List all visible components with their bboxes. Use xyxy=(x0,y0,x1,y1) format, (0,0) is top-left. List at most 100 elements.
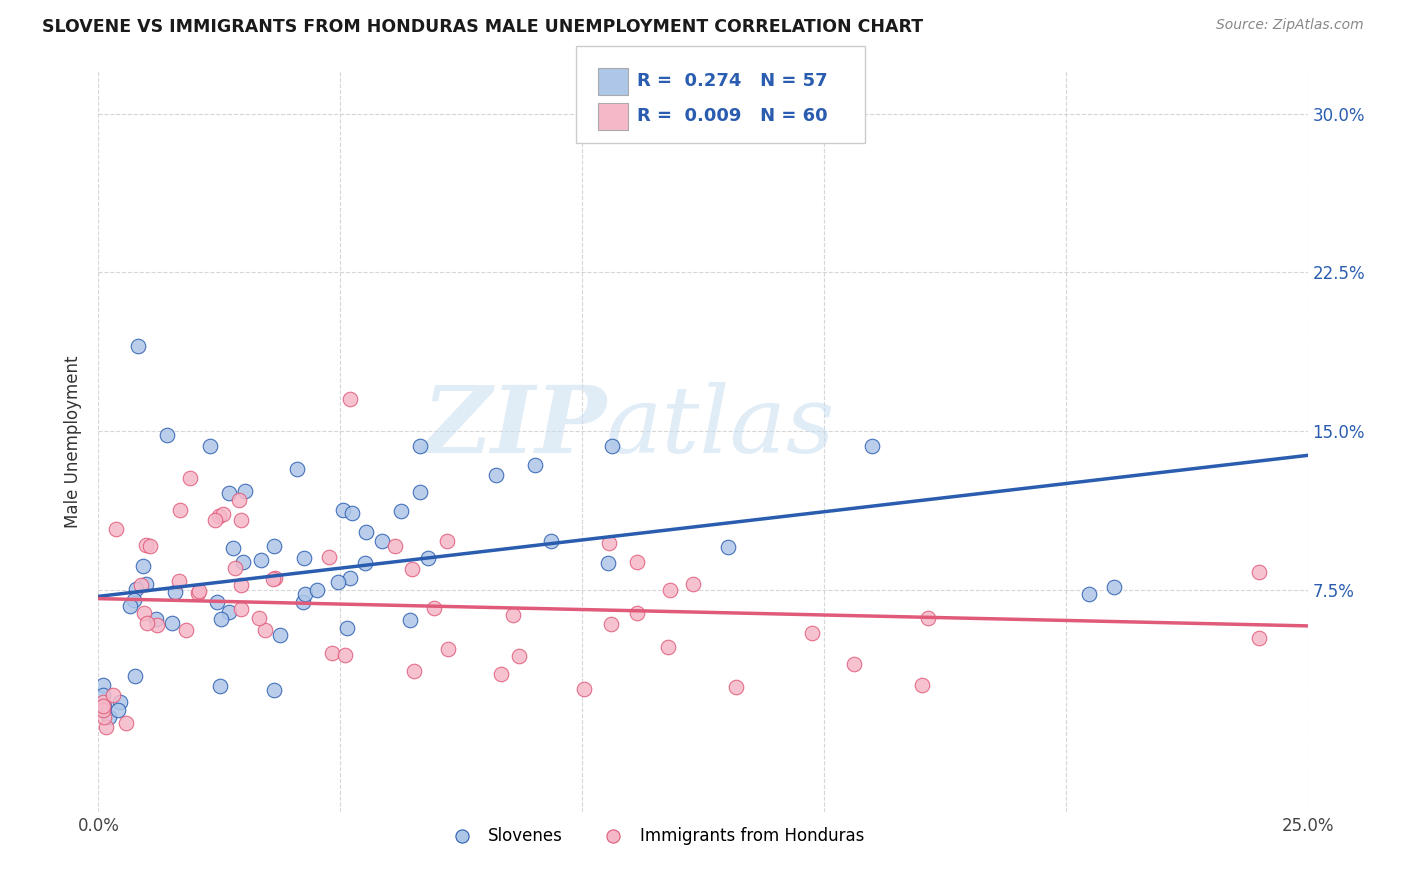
Point xyxy=(540,533,562,548)
Point xyxy=(145,612,167,626)
Point xyxy=(224,561,246,575)
Point xyxy=(93,698,115,713)
Point xyxy=(340,506,363,520)
Point xyxy=(716,540,738,554)
Point xyxy=(801,626,824,640)
Point xyxy=(127,339,149,353)
Point xyxy=(107,703,129,717)
Point xyxy=(264,571,287,585)
Point xyxy=(97,709,120,723)
Point xyxy=(93,709,115,723)
Point xyxy=(156,428,179,442)
Point xyxy=(371,534,394,549)
Point xyxy=(294,587,316,601)
Point xyxy=(354,557,377,571)
Point xyxy=(212,508,235,522)
Point xyxy=(91,698,114,713)
Text: R =  0.009   N = 60: R = 0.009 N = 60 xyxy=(637,107,828,126)
Point xyxy=(523,458,546,472)
Point xyxy=(228,493,250,508)
Text: ZIP: ZIP xyxy=(422,382,606,472)
Point xyxy=(305,583,328,598)
Point xyxy=(287,462,309,476)
Point xyxy=(135,538,157,552)
Point xyxy=(96,720,118,734)
Point xyxy=(682,577,704,591)
Point xyxy=(129,578,152,592)
Point xyxy=(860,439,883,453)
Point xyxy=(263,682,285,697)
Point xyxy=(658,582,681,597)
Point xyxy=(131,559,153,574)
Legend: Slovenes, Immigrants from Honduras: Slovenes, Immigrants from Honduras xyxy=(439,820,870,852)
Point xyxy=(657,640,679,654)
Point xyxy=(354,525,377,540)
Point xyxy=(124,669,146,683)
Point xyxy=(221,541,243,555)
Point xyxy=(1249,565,1271,579)
Point xyxy=(1102,580,1125,594)
Point xyxy=(911,678,934,692)
Point xyxy=(262,572,284,586)
Point xyxy=(292,551,315,566)
Point xyxy=(321,646,343,660)
Point xyxy=(91,689,114,703)
Point xyxy=(209,679,232,693)
Point xyxy=(233,483,256,498)
Point xyxy=(600,617,623,632)
Point xyxy=(508,648,530,663)
Point xyxy=(336,622,359,636)
Point xyxy=(207,595,229,609)
Point xyxy=(423,601,446,615)
Point xyxy=(318,549,340,564)
Point xyxy=(139,539,162,553)
Point xyxy=(292,595,315,609)
Point xyxy=(146,618,169,632)
Text: SLOVENE VS IMMIGRANTS FROM HONDURAS MALE UNEMPLOYMENT CORRELATION CHART: SLOVENE VS IMMIGRANTS FROM HONDURAS MALE… xyxy=(42,18,924,36)
Point xyxy=(249,552,271,566)
Point xyxy=(489,667,512,681)
Point xyxy=(339,392,361,407)
Point xyxy=(105,522,128,536)
Point xyxy=(598,536,620,550)
Point xyxy=(842,657,865,671)
Point xyxy=(572,681,595,696)
Point xyxy=(389,504,412,518)
Point xyxy=(169,574,191,589)
Text: atlas: atlas xyxy=(606,382,835,472)
Point xyxy=(626,606,648,620)
Point xyxy=(163,584,186,599)
Point xyxy=(1249,631,1271,645)
Point xyxy=(208,508,231,523)
Point xyxy=(187,585,209,599)
Point xyxy=(229,578,252,592)
Point xyxy=(232,556,254,570)
Point xyxy=(1077,587,1099,601)
Point xyxy=(160,615,183,630)
Point xyxy=(108,695,131,709)
Point xyxy=(418,551,440,566)
Point xyxy=(600,439,623,453)
Point xyxy=(408,439,430,453)
Point xyxy=(209,611,232,625)
Point xyxy=(247,611,270,625)
Point xyxy=(122,592,145,607)
Point xyxy=(132,606,155,620)
Point xyxy=(118,599,141,614)
Point xyxy=(218,605,240,619)
Point xyxy=(91,695,114,709)
Point xyxy=(253,623,276,637)
Point xyxy=(263,540,285,554)
Point xyxy=(101,689,124,703)
Text: Source: ZipAtlas.com: Source: ZipAtlas.com xyxy=(1216,18,1364,32)
Point xyxy=(436,534,458,549)
Point xyxy=(187,584,209,599)
Point xyxy=(169,502,191,516)
Point xyxy=(724,680,747,694)
Point xyxy=(402,664,425,678)
Point xyxy=(332,503,354,517)
Point xyxy=(136,616,159,631)
Point xyxy=(179,471,201,485)
Point xyxy=(399,613,422,627)
Point xyxy=(174,623,197,637)
